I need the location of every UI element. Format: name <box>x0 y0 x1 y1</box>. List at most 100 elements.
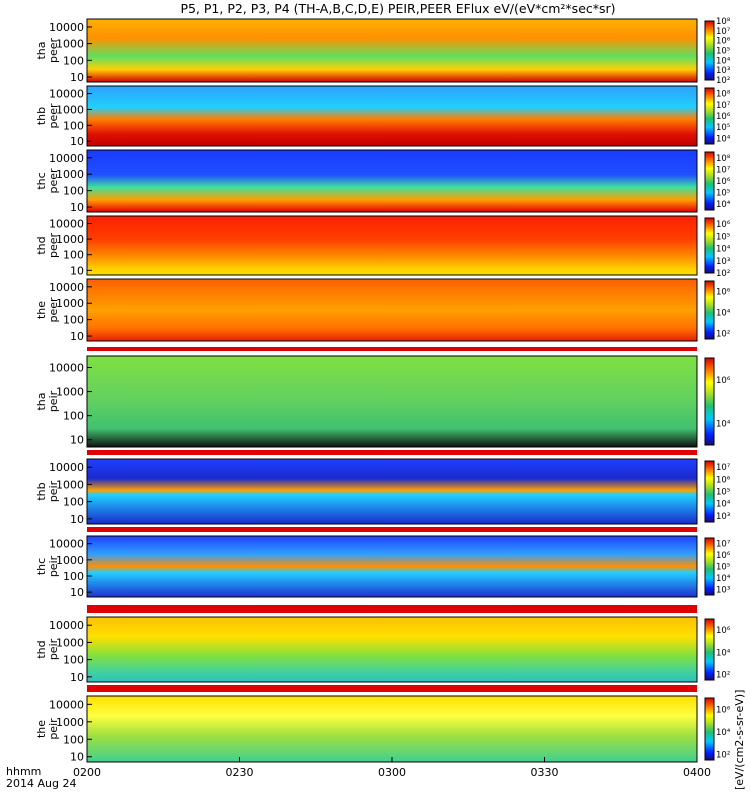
y-label-product: peer <box>47 168 60 194</box>
y-label-product: peir <box>47 718 60 740</box>
colorbar-tick-label: 10⁷ <box>716 165 731 175</box>
y-label-product: peir <box>47 555 60 577</box>
colorbar-tick-label: 10⁶ <box>716 376 731 386</box>
colorbar-tick-label: 10⁵ <box>716 232 730 242</box>
colorbar-tick-label: 10⁴ <box>716 728 731 738</box>
y-tick-label: 1000 <box>56 386 84 399</box>
y-tick-label: 100 <box>63 733 84 746</box>
spectrogram-image <box>87 617 697 682</box>
y-tick-label: 10000 <box>49 88 84 101</box>
colorbar-tick-label: 10² <box>716 750 730 760</box>
y-tick-label: 1000 <box>56 478 84 491</box>
separator-strip <box>87 450 697 455</box>
y-label-product: peer <box>47 233 60 259</box>
panel-frame <box>86 535 698 598</box>
chart-title: P5, P1, P2, P3, P4 (TH-A,B,C,D,E) PEIR,P… <box>180 1 615 16</box>
y-label-probe: tha <box>35 392 48 410</box>
colorbar <box>704 618 715 681</box>
spectrogram-image <box>87 696 697 762</box>
y-tick-label: 10 <box>70 330 84 343</box>
x-label-date: 2014 Aug 24 <box>6 777 76 790</box>
spectrogram-image <box>87 216 697 275</box>
y-tick-label: 10000 <box>49 698 84 711</box>
colorbar-tick-label: 10⁶ <box>716 220 731 230</box>
colorbar-tick-label: 10³ <box>716 585 730 595</box>
y-tick-label: 10000 <box>49 281 84 294</box>
y-label-probe: the <box>35 301 48 319</box>
y-tick-label: 100 <box>63 496 84 509</box>
panel-frame <box>86 18 698 83</box>
colorbar-tick-label: 10⁴ <box>716 200 731 210</box>
panel-frame <box>86 85 698 147</box>
y-tick-label: 10 <box>70 434 84 447</box>
colorbar-tick-label: 10⁶ <box>716 705 731 715</box>
colorbar-tick-label: 10⁴ <box>716 419 731 429</box>
y-tick-label: 100 <box>63 119 84 132</box>
y-tick-label: 1000 <box>56 168 84 181</box>
y-tick-label: 1000 <box>56 297 84 310</box>
colorbar-tick-label: 10⁸ <box>716 154 731 164</box>
panel-tha-peir: 10 100 1000 10000 tha peir 10⁴ 10⁶ <box>35 355 731 448</box>
colorbar <box>704 20 715 81</box>
y-label-probe: thc <box>35 558 48 575</box>
panel-frame <box>86 616 698 683</box>
y-tick-label: 10 <box>70 71 84 84</box>
x-label-time: hhmm <box>6 765 41 778</box>
spectrogram-image <box>87 536 697 597</box>
colorbar-tick-label: 10² <box>716 330 730 340</box>
colorbar <box>704 537 715 596</box>
y-label-probe: tha <box>35 41 48 59</box>
y-tick-label: 10000 <box>49 619 84 632</box>
colorbar-tick-label: 10³ <box>716 66 730 76</box>
colorbar-tick-label: 10⁶ <box>716 288 731 298</box>
y-tick-label: 100 <box>63 54 84 67</box>
separator-strip <box>87 347 697 351</box>
y-tick-label: 100 <box>63 654 84 667</box>
y-tick-label: 10000 <box>49 152 84 165</box>
colorbar-tick-label: 10⁵ <box>716 563 730 573</box>
colorbar-tick-label: 10⁴ <box>716 309 731 319</box>
colorbar-tick-label: 10⁵ <box>716 47 730 57</box>
y-label-probe: thb <box>35 107 48 125</box>
colorbar-tick-label: 10⁵ <box>716 488 730 498</box>
colorbar-tick-label: 10⁴ <box>716 500 731 510</box>
y-tick-label: 1000 <box>56 38 84 51</box>
separator-strip <box>87 605 697 613</box>
spectrogram-image <box>87 86 697 146</box>
colorbar-tick-label: 10² <box>716 269 730 279</box>
y-tick-label: 1000 <box>56 554 84 567</box>
y-tick-label: 10 <box>70 201 84 214</box>
separator-strip <box>87 685 697 692</box>
colorbar-tick-label: 10³ <box>716 512 730 522</box>
colorbar-tick-label: 10⁶ <box>716 626 731 636</box>
y-label-probe: thc <box>35 172 48 189</box>
colorbar-tick-label: 10⁴ <box>716 134 731 144</box>
colorbar <box>704 357 715 446</box>
colorbar <box>704 151 715 211</box>
colorbar <box>704 217 715 274</box>
y-tick-label: 1000 <box>56 636 84 649</box>
panel-frame <box>86 458 698 525</box>
y-tick-label: 1000 <box>56 716 84 729</box>
y-tick-label: 100 <box>63 249 84 262</box>
panel-frame <box>86 215 698 276</box>
spectrogram-image <box>87 459 697 524</box>
x-tick-label: 0200 <box>73 766 101 779</box>
y-label-probe: thd <box>35 236 48 254</box>
panel-frame <box>86 149 698 213</box>
colorbar-tick-label: 10² <box>716 670 730 680</box>
y-label-product: peir <box>47 390 60 412</box>
y-tick-label: 10 <box>70 586 84 599</box>
colorbar-tick-label: 10⁶ <box>716 551 731 561</box>
colorbar <box>704 87 715 145</box>
y-tick-label: 1000 <box>56 103 84 116</box>
y-tick-label: 100 <box>63 185 84 198</box>
spectrogram-image <box>87 279 697 341</box>
colorbar-tick-label: 10⁷ <box>716 101 731 111</box>
colorbar-tick-label: 10⁶ <box>716 177 731 187</box>
colorbar-tick-label: 10⁷ <box>716 540 731 550</box>
